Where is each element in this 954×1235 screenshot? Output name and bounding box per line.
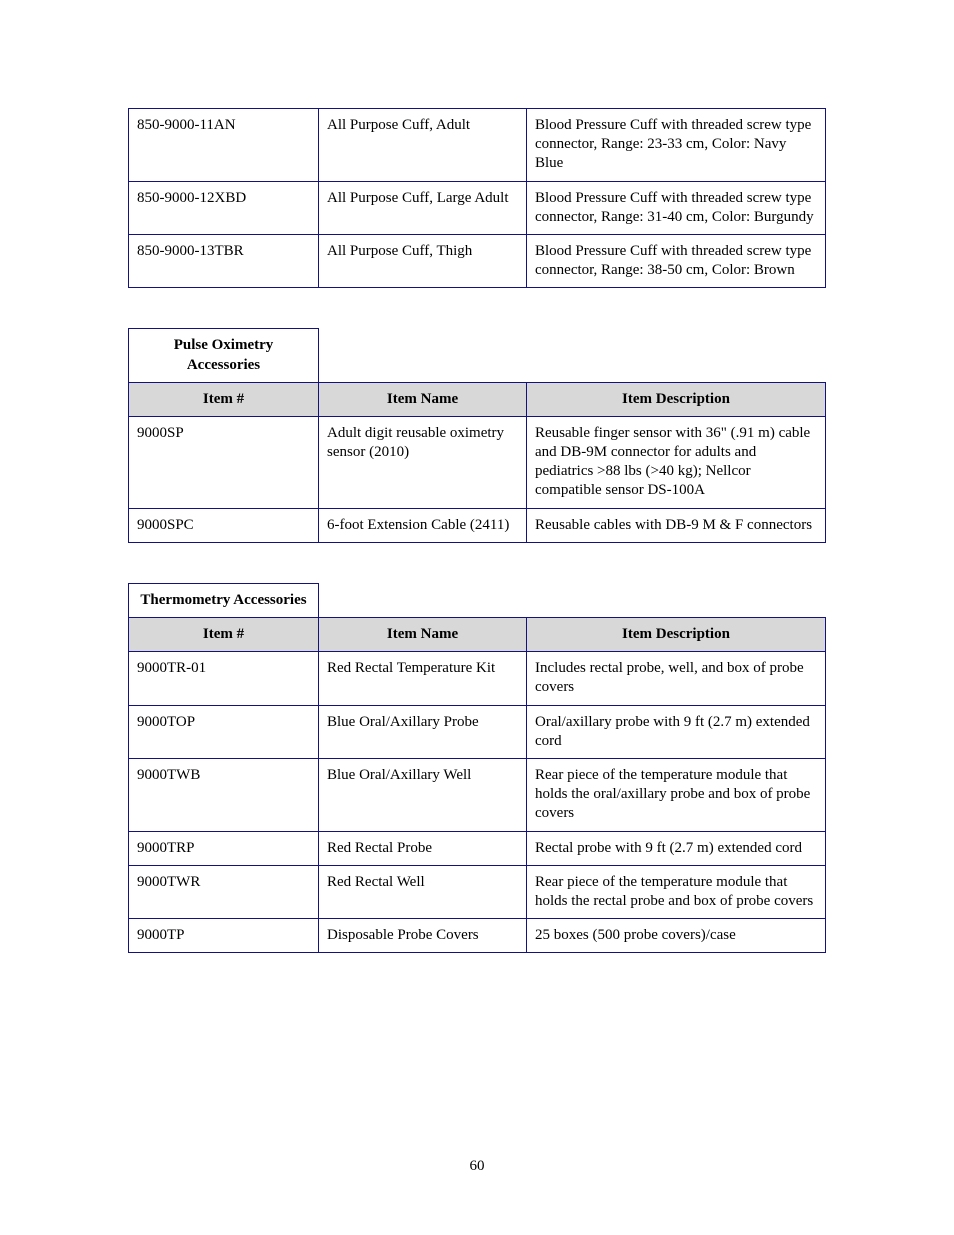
cell-name: Blue Oral/Axillary Probe: [319, 705, 527, 758]
col-header-desc: Item Description: [527, 618, 826, 652]
table-thermometry: Thermometry Accessories Item # Item Name…: [128, 583, 826, 953]
col-header-desc: Item Description: [527, 382, 826, 416]
cell-name: Adult digit reusable oximetry sensor (20…: [319, 416, 527, 508]
table-row: 9000SP Adult digit reusable oximetry sen…: [129, 416, 826, 508]
cell-name: All Purpose Cuff, Adult: [319, 109, 527, 182]
empty-cell: [319, 329, 527, 382]
cell-desc: Blood Pressure Cuff with threaded screw …: [527, 234, 826, 287]
table-title-row: Pulse Oximetry Accessories: [129, 329, 826, 382]
cell-desc: Reusable finger sensor with 36" (.91 m) …: [527, 416, 826, 508]
document-page: 850-9000-11AN All Purpose Cuff, Adult Bl…: [0, 0, 954, 1235]
cell-item: 850-9000-12XBD: [129, 181, 319, 234]
cell-name: Disposable Probe Covers: [319, 919, 527, 953]
col-header-name: Item Name: [319, 382, 527, 416]
cell-desc: 25 boxes (500 probe covers)/case: [527, 919, 826, 953]
table-row: 850-9000-12XBD All Purpose Cuff, Large A…: [129, 181, 826, 234]
table-row: 850-9000-11AN All Purpose Cuff, Adult Bl…: [129, 109, 826, 182]
page-number: 60: [0, 1158, 954, 1175]
col-header-item: Item #: [129, 382, 319, 416]
table-row: 9000TOP Blue Oral/Axillary Probe Oral/ax…: [129, 705, 826, 758]
cell-name: All Purpose Cuff, Thigh: [319, 234, 527, 287]
cell-item: 9000TWB: [129, 758, 319, 831]
table-row: 9000TRP Red Rectal Probe Rectal probe wi…: [129, 831, 826, 865]
cell-item: 9000TWR: [129, 865, 319, 918]
table-pulse-oximetry: Pulse Oximetry Accessories Item # Item N…: [128, 328, 826, 543]
empty-cell: [527, 329, 826, 382]
cell-name: 6-foot Extension Cable (2411): [319, 508, 527, 542]
table-row: 850-9000-13TBR All Purpose Cuff, Thigh B…: [129, 234, 826, 287]
cell-name: All Purpose Cuff, Large Adult: [319, 181, 527, 234]
cell-name: Red Rectal Probe: [319, 831, 527, 865]
cell-item: 9000TRP: [129, 831, 319, 865]
table-header-row: Item # Item Name Item Description: [129, 382, 826, 416]
cell-item: 9000SP: [129, 416, 319, 508]
table-row: 9000TWB Blue Oral/Axillary Well Rear pie…: [129, 758, 826, 831]
col-header-name: Item Name: [319, 618, 527, 652]
cell-name: Blue Oral/Axillary Well: [319, 758, 527, 831]
col-header-item: Item #: [129, 618, 319, 652]
cell-item: 9000SPC: [129, 508, 319, 542]
cell-item: 9000TR-01: [129, 652, 319, 705]
cell-name: Red Rectal Well: [319, 865, 527, 918]
cell-name: Red Rectal Temperature Kit: [319, 652, 527, 705]
cell-desc: Blood Pressure Cuff with threaded screw …: [527, 109, 826, 182]
cell-desc: Rear piece of the temperature module tha…: [527, 758, 826, 831]
empty-cell: [527, 583, 826, 617]
empty-cell: [319, 583, 527, 617]
table-row: 9000TR-01 Red Rectal Temperature Kit Inc…: [129, 652, 826, 705]
cell-item: 850-9000-11AN: [129, 109, 319, 182]
table-cuffs: 850-9000-11AN All Purpose Cuff, Adult Bl…: [128, 108, 826, 288]
table-title: Pulse Oximetry Accessories: [129, 329, 319, 382]
cell-item: 9000TP: [129, 919, 319, 953]
table-row: 9000TWR Red Rectal Well Rear piece of th…: [129, 865, 826, 918]
table-header-row: Item # Item Name Item Description: [129, 618, 826, 652]
cell-desc: Oral/axillary probe with 9 ft (2.7 m) ex…: [527, 705, 826, 758]
table-row: 9000SPC 6-foot Extension Cable (2411) Re…: [129, 508, 826, 542]
table-title-row: Thermometry Accessories: [129, 583, 826, 617]
cell-desc: Blood Pressure Cuff with threaded screw …: [527, 181, 826, 234]
cell-desc: Rectal probe with 9 ft (2.7 m) extended …: [527, 831, 826, 865]
cell-desc: Reusable cables with DB-9 M & F connecto…: [527, 508, 826, 542]
table-title: Thermometry Accessories: [129, 583, 319, 617]
table-row: 9000TP Disposable Probe Covers 25 boxes …: [129, 919, 826, 953]
cell-item: 850-9000-13TBR: [129, 234, 319, 287]
cell-item: 9000TOP: [129, 705, 319, 758]
cell-desc: Rear piece of the temperature module tha…: [527, 865, 826, 918]
cell-desc: Includes rectal probe, well, and box of …: [527, 652, 826, 705]
